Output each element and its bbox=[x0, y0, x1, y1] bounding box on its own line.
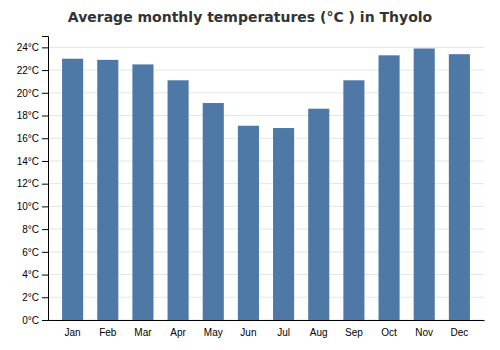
bar bbox=[449, 54, 470, 320]
y-tick-label: 2°C bbox=[22, 292, 39, 303]
y-tick: 8°C bbox=[22, 224, 48, 235]
x-tick-label: Sep bbox=[345, 327, 363, 338]
bar bbox=[379, 55, 400, 320]
y-tick: 12°C bbox=[17, 178, 48, 189]
x-tick-label: Mar bbox=[134, 327, 152, 338]
y-tick-label: 10°C bbox=[17, 201, 39, 212]
y-tick: 18°C bbox=[17, 110, 48, 121]
y-tick-label: 8°C bbox=[22, 224, 39, 235]
y-axis: 0°C 2°C 4°C 6°C 8°C 10°C 12°C 14°C 16°C 18°C 20°C 2… bbox=[17, 37, 49, 326]
grid bbox=[48, 47, 484, 320]
x-axis: Jan Feb Mar Apr May Jun Jul Aug Sep Oct Nov Dec bbox=[49, 321, 485, 339]
x-tick-label: Jun bbox=[240, 327, 256, 338]
chart-svg: 0°C 2°C 4°C 6°C 8°C 10°C 12°C 14°C 16°C 18°C 20°C 2… bbox=[0, 0, 500, 350]
x-tick: Aug bbox=[310, 327, 328, 338]
y-tick-label: 12°C bbox=[17, 178, 39, 189]
y-tick-label: 4°C bbox=[22, 269, 39, 280]
y-tick: 10°C bbox=[17, 201, 48, 212]
x-tick: Jun bbox=[240, 327, 256, 338]
x-tick-label: Feb bbox=[99, 327, 117, 338]
y-tick: 24°C bbox=[17, 42, 48, 53]
y-tick-mark bbox=[42, 161, 48, 162]
chart-container: 0°C 2°C 4°C 6°C 8°C 10°C 12°C 14°C 16°C 18°C 20°C 2… bbox=[0, 0, 500, 350]
x-tick: Nov bbox=[415, 327, 433, 338]
bar bbox=[132, 64, 153, 320]
x-tick-label: Aug bbox=[310, 327, 328, 338]
x-axis-line bbox=[49, 320, 485, 321]
y-tick: 0°C bbox=[22, 315, 48, 326]
y-tick-label: 14°C bbox=[17, 156, 39, 167]
x-tick: May bbox=[204, 327, 223, 338]
bars bbox=[62, 48, 470, 320]
y-tick: 16°C bbox=[17, 133, 48, 144]
y-tick: 4°C bbox=[22, 269, 48, 280]
y-tick-mark bbox=[42, 320, 48, 321]
y-tick: 6°C bbox=[22, 247, 48, 258]
y-tick-mark bbox=[42, 184, 48, 185]
y-tick-mark bbox=[42, 275, 48, 276]
y-tick-mark bbox=[42, 206, 48, 207]
y-tick: 2°C bbox=[22, 292, 48, 303]
y-tick-label: 16°C bbox=[17, 133, 39, 144]
y-tick: 22°C bbox=[17, 65, 48, 76]
grid-line bbox=[48, 47, 484, 48]
y-tick: 14°C bbox=[17, 156, 48, 167]
bar bbox=[62, 59, 83, 320]
x-tick: Apr bbox=[170, 327, 186, 338]
x-tick: Jul bbox=[277, 327, 290, 338]
x-tick-label: Apr bbox=[170, 327, 186, 338]
y-tick-label: 18°C bbox=[17, 110, 39, 121]
y-tick-mark bbox=[42, 70, 48, 71]
y-tick-label: 22°C bbox=[17, 65, 39, 76]
y-tick-label: 0°C bbox=[22, 315, 39, 326]
y-tick-mark bbox=[42, 297, 48, 298]
x-tick-label: Nov bbox=[415, 327, 433, 338]
x-tick-label: Jan bbox=[65, 327, 81, 338]
y-tick-label: 24°C bbox=[17, 42, 39, 53]
x-tick-label: May bbox=[204, 327, 223, 338]
y-tick: 20°C bbox=[17, 88, 48, 99]
y-tick-mark bbox=[42, 116, 48, 117]
x-tick-label: Oct bbox=[381, 327, 397, 338]
bar bbox=[308, 109, 329, 320]
plot: 0°C 2°C 4°C 6°C 8°C 10°C 12°C 14°C 16°C 18°C 20°C 2… bbox=[17, 37, 485, 339]
bar bbox=[273, 128, 294, 320]
bar bbox=[238, 126, 259, 320]
x-tick: Jan bbox=[65, 327, 81, 338]
title: Average monthly temperatures (°C ) in Th… bbox=[68, 9, 433, 25]
x-tick: Feb bbox=[99, 327, 117, 338]
y-tick-mark bbox=[42, 93, 48, 94]
y-tick-mark bbox=[42, 229, 48, 230]
y-tick-mark bbox=[42, 47, 48, 48]
y-tick-label: 20°C bbox=[17, 88, 39, 99]
y-tick-label: 6°C bbox=[22, 247, 39, 258]
bar bbox=[203, 103, 224, 320]
x-tick: Dec bbox=[450, 327, 468, 338]
bar bbox=[343, 80, 364, 320]
y-tick-mark bbox=[42, 138, 48, 139]
x-tick: Sep bbox=[345, 327, 363, 338]
bar bbox=[414, 48, 435, 320]
y-tick-mark bbox=[42, 252, 48, 253]
bar bbox=[168, 80, 189, 320]
x-tick: Oct bbox=[381, 327, 397, 338]
bar bbox=[97, 60, 118, 320]
x-tick-label: Jul bbox=[277, 327, 290, 338]
x-tick: Mar bbox=[134, 327, 152, 338]
x-tick-label: Dec bbox=[450, 327, 468, 338]
y-axis-line bbox=[42, 37, 49, 321]
